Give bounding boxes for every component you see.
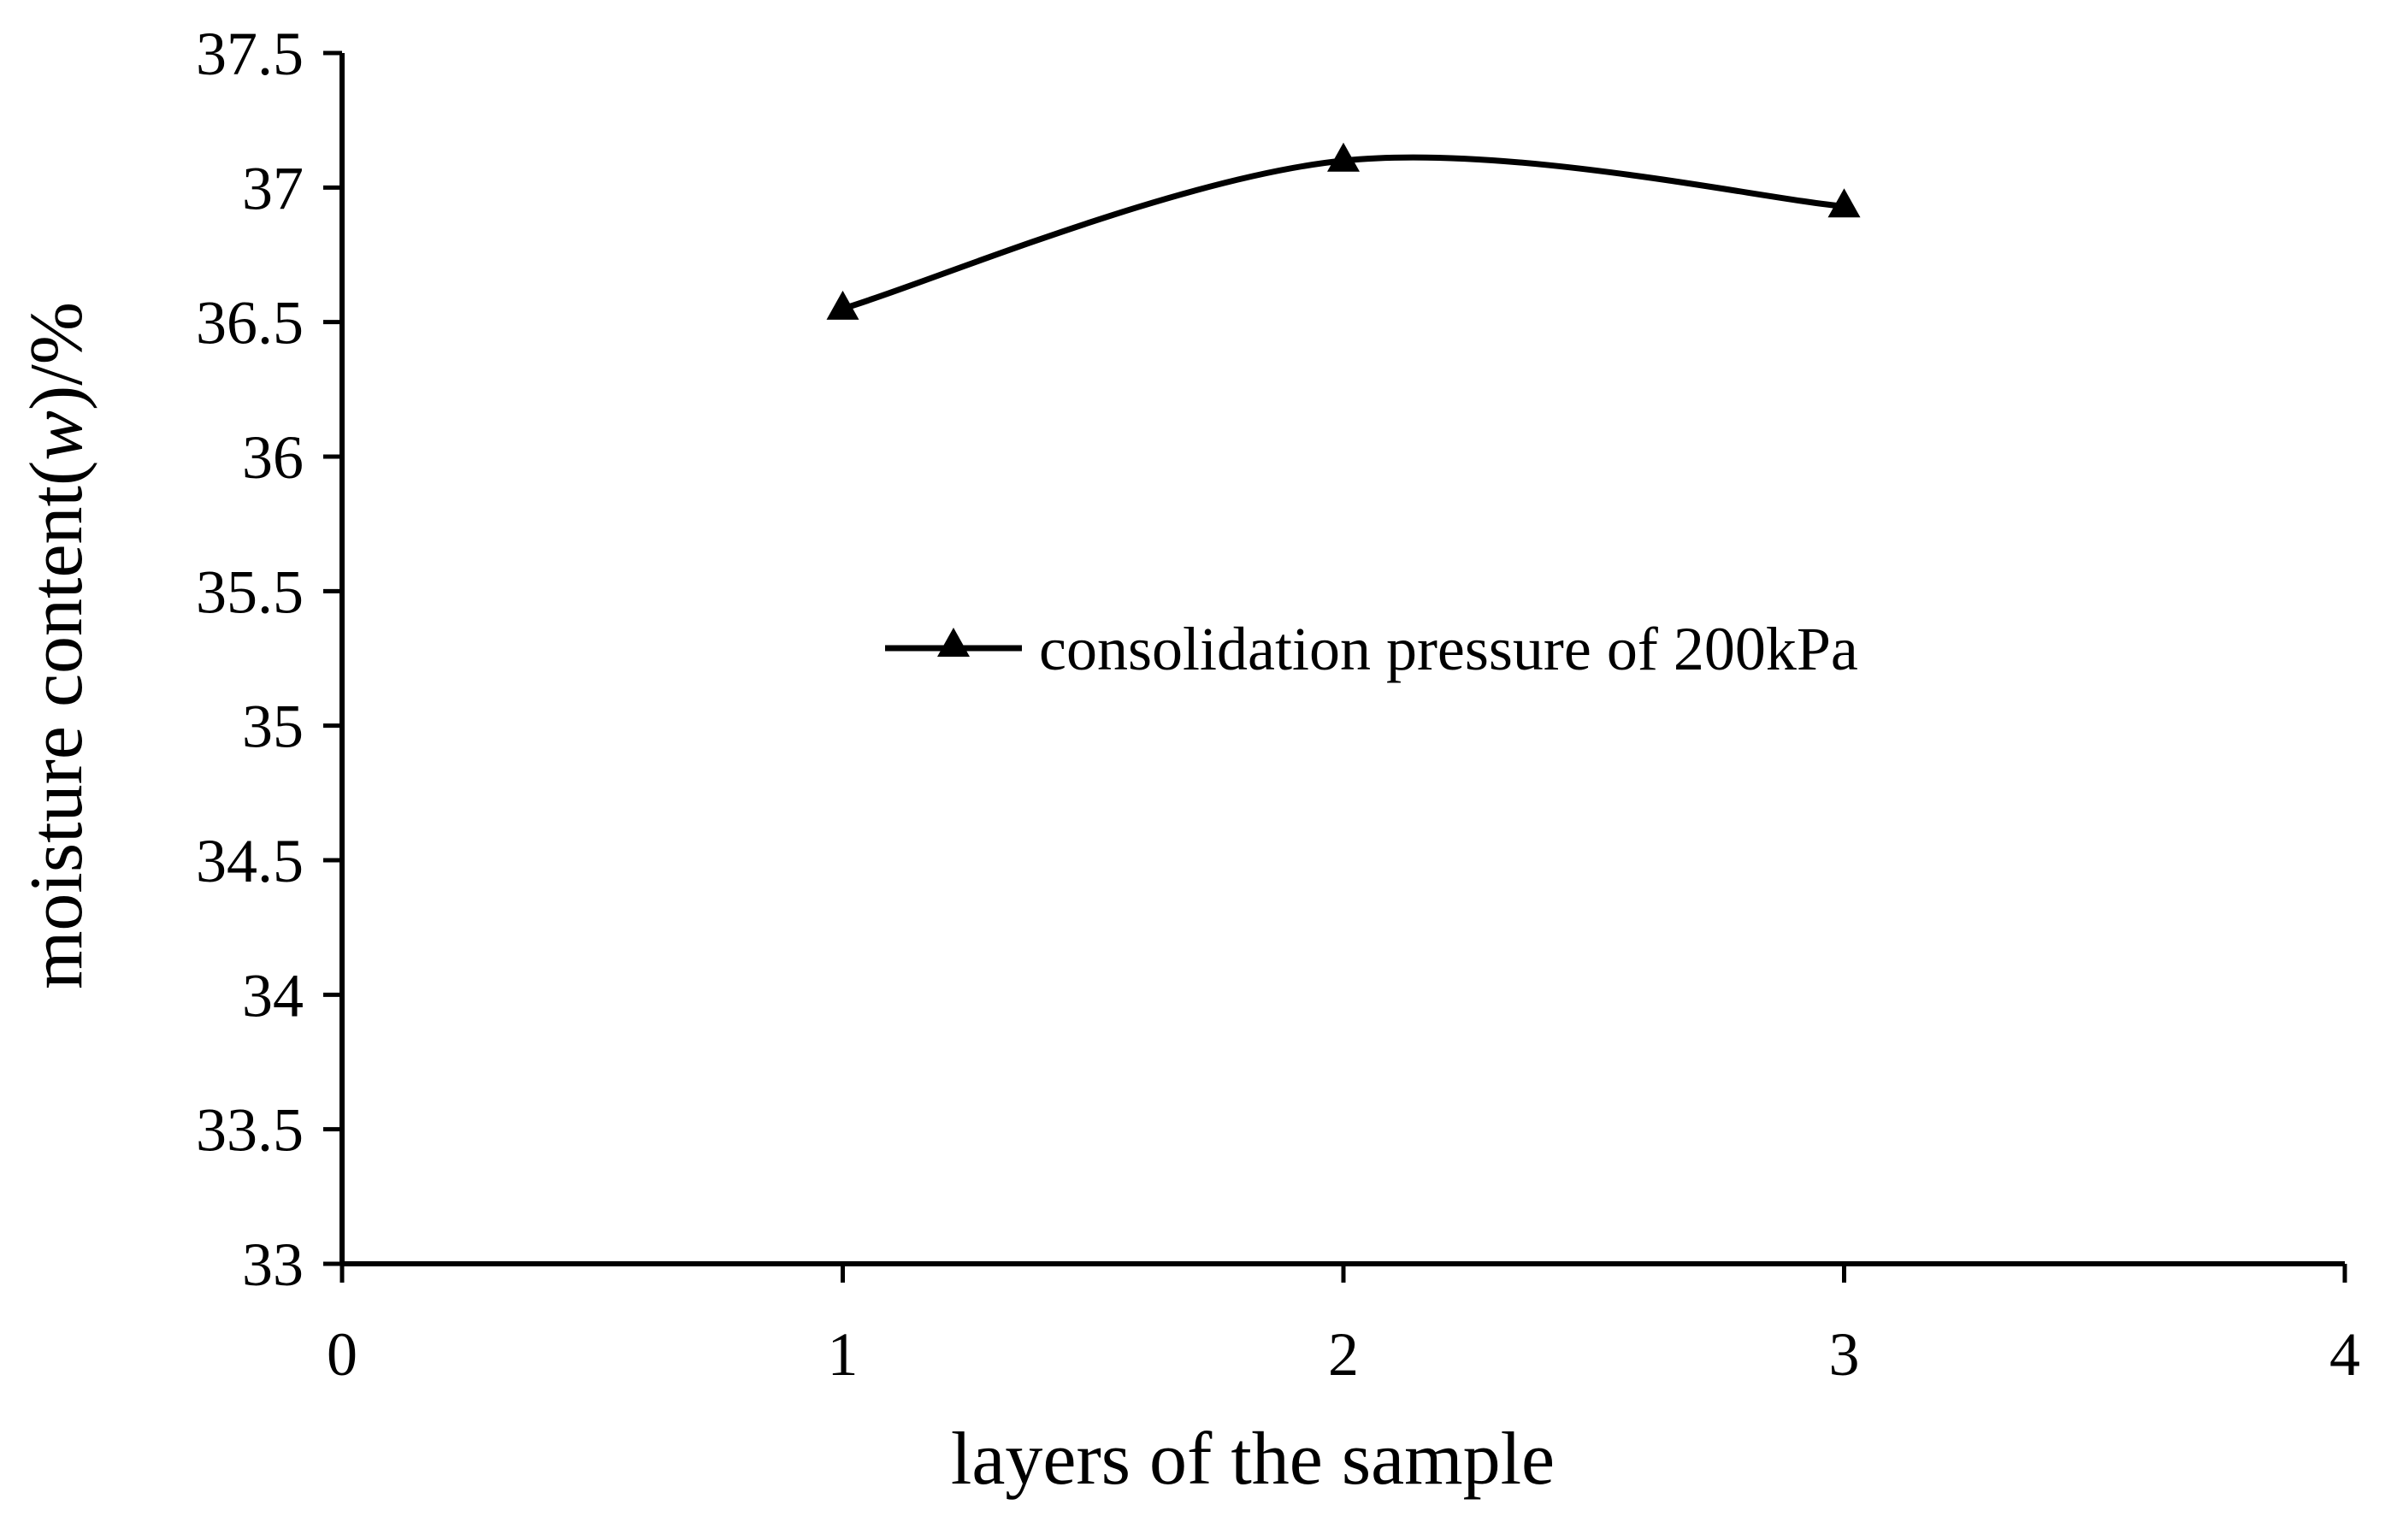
y-tick-label: 36.5	[196, 289, 304, 357]
y-axis-title-unit: )/%	[15, 302, 98, 410]
data-point-triangle	[1827, 188, 1861, 218]
y-tick-label: 37	[242, 154, 304, 222]
y-axis-title-variable: w	[15, 410, 98, 461]
x-tick-label: 1	[828, 1320, 859, 1389]
y-tick-label: 35	[242, 693, 304, 761]
x-tick-label: 3	[1829, 1320, 1860, 1389]
y-tick-label: 37.5	[196, 20, 304, 88]
y-tick-label: 34	[242, 961, 304, 1030]
legend-triangle-marker	[937, 628, 970, 657]
series-layer	[826, 142, 1861, 320]
axes	[323, 50, 2347, 1283]
x-axis-title: layers of the sample	[951, 1418, 1555, 1501]
y-tick-label: 35.5	[196, 558, 304, 626]
data-point-triangle	[1327, 142, 1360, 172]
y-axis-title: moisture content(w)/%	[15, 302, 98, 989]
y-tick-label: 33.5	[196, 1096, 304, 1165]
x-tick-label: 2	[1328, 1320, 1359, 1389]
x-tick-label: 0	[327, 1320, 357, 1389]
legend-label: consolidation pressure of 200kPa	[1039, 615, 1858, 683]
y-axis-title-main: moisture content(	[15, 461, 98, 989]
data-point-triangle	[826, 290, 859, 320]
y-tick-label: 36	[242, 423, 304, 492]
y-tick-label: 34.5	[196, 827, 304, 895]
legend: consolidation pressure of 200kPa	[885, 615, 1858, 683]
series-line	[841, 154, 1845, 312]
x-tick-label: 4	[2329, 1320, 2360, 1389]
y-tick-label: 33	[242, 1230, 304, 1299]
